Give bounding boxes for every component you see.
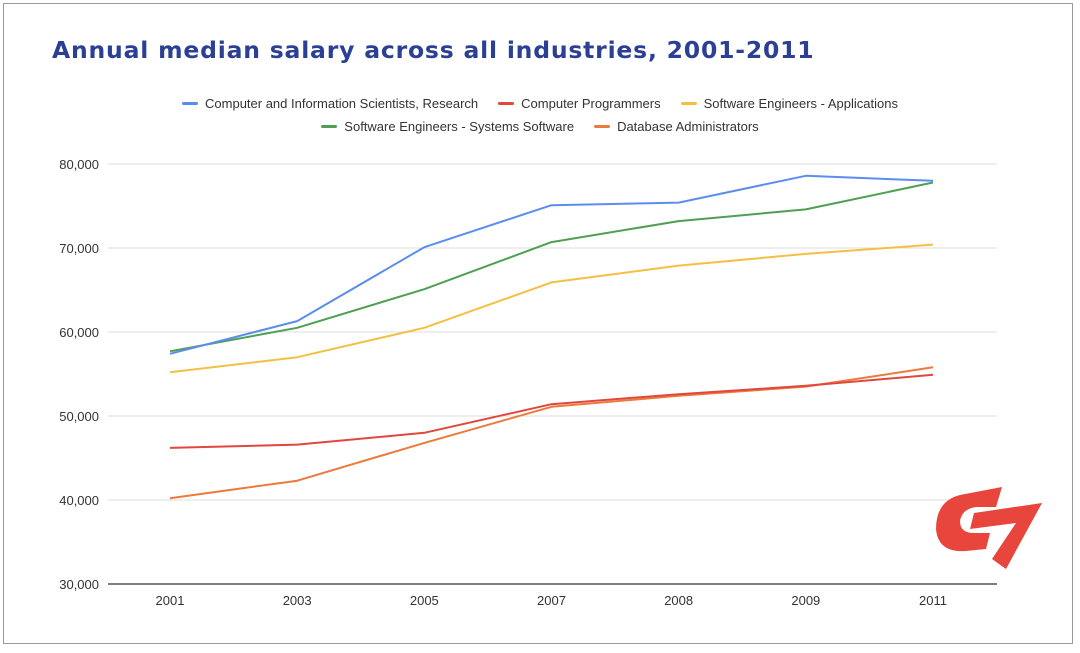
legend-label: Software Engineers - Systems Software [344, 119, 575, 134]
series-line-software-engineers-applications[interactable] [169, 243, 934, 374]
legend-item[interactable]: Software Engineers - Applications [680, 96, 898, 111]
x-tick-label: 2011 [919, 593, 947, 608]
gridlines [108, 163, 997, 585]
x-tick-label: 2001 [156, 593, 185, 608]
legend-swatch [594, 125, 611, 128]
chart-frame [3, 3, 1073, 644]
legend-swatch [321, 125, 338, 128]
legend-row: Computer and Information Scientists, Res… [0, 96, 1080, 111]
y-tick-label: 30,000 [59, 577, 99, 592]
legend-item[interactable]: Software Engineers - Systems Software [321, 119, 574, 134]
y-tick-label: 40,000 [59, 493, 99, 508]
legend-item[interactable]: Computer and Information Scientists, Res… [182, 96, 478, 111]
y-tick-label: 70,000 [59, 241, 99, 256]
series-line-database-administrators[interactable] [169, 366, 934, 500]
y-axis: 30,000 40,000 50,000 60,000 70,000 80,000 [59, 157, 99, 592]
x-tick-label: 2008 [664, 593, 693, 608]
legend-label: Computer and Information Scientists, Res… [205, 96, 479, 111]
legend-label: Computer Programmers [521, 96, 661, 111]
y-tick-label: 80,000 [59, 157, 99, 172]
legend-row: Software Engineers - Systems Software Da… [0, 119, 1080, 134]
x-tick-label: 2007 [537, 593, 566, 608]
logo-c-shape [936, 487, 1002, 552]
x-axis: 2001 2003 2005 2007 2008 2009 2011 [156, 593, 947, 608]
legend-item[interactable]: Computer Programmers [498, 96, 661, 111]
y-tick-label: 60,000 [59, 325, 99, 340]
series-line-software-engineers-systems-software[interactable] [169, 181, 934, 353]
logo-7-shape [970, 503, 1042, 569]
brand-logo-icon [936, 487, 1042, 569]
y-tick-label: 50,000 [59, 409, 99, 424]
series-lines [169, 174, 934, 500]
legend-swatch [498, 102, 515, 105]
legend-item[interactable]: Database Administrators [594, 119, 759, 134]
x-tick-label: 2003 [283, 593, 312, 608]
x-tick-label: 2005 [410, 593, 439, 608]
series-line-computer-programmers[interactable] [169, 373, 934, 449]
legend-label: Database Administrators [617, 119, 759, 134]
series-line-computer-and-information-scientists-research[interactable] [169, 174, 934, 355]
legend-swatch [680, 102, 697, 105]
x-tick-label: 2009 [791, 593, 820, 608]
legend-swatch [182, 102, 199, 105]
chart-title: Annual median salary across all industri… [52, 36, 815, 64]
legend-label: Software Engineers - Applications [703, 96, 898, 111]
